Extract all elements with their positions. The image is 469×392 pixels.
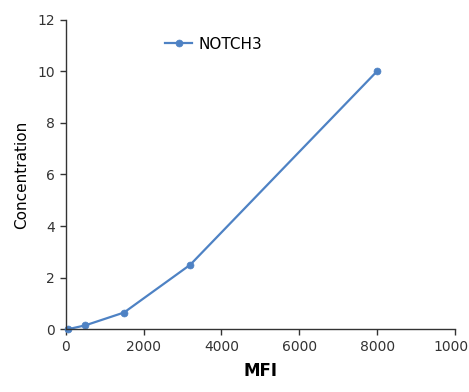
NOTCH3: [188, 262, 193, 267]
NOTCH3: [121, 310, 127, 315]
NOTCH3: [65, 327, 70, 332]
X-axis label: MFI: MFI: [243, 362, 277, 380]
Line: NOTCH3: NOTCH3: [64, 68, 380, 333]
NOTCH3: [82, 323, 88, 328]
NOTCH3: [374, 69, 380, 74]
Legend: NOTCH3: NOTCH3: [165, 36, 262, 51]
Y-axis label: Concentration: Concentration: [14, 120, 29, 229]
